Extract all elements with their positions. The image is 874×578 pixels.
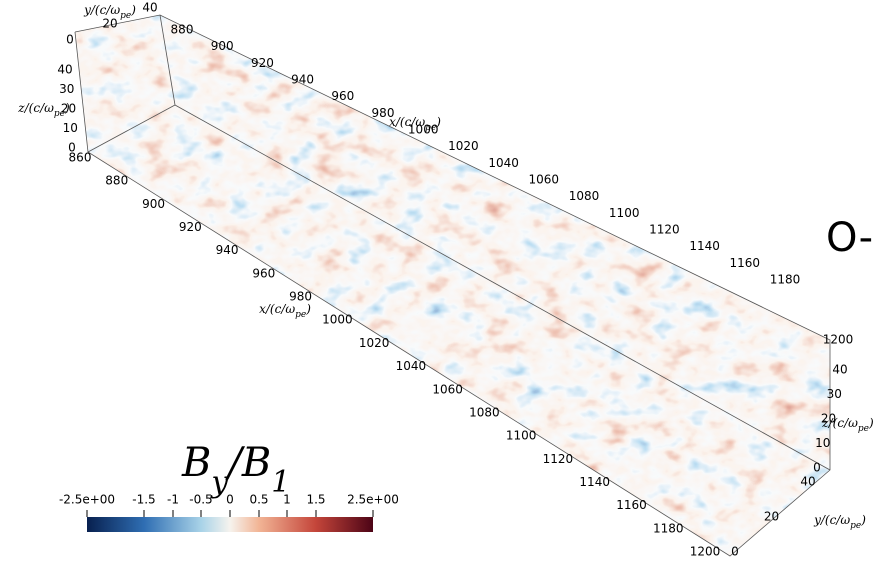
- axis-tick-label: 0: [66, 33, 74, 47]
- axis-tick-label: 20: [61, 102, 76, 116]
- colorbar-tick-label: -0.5: [189, 493, 212, 507]
- axis-tick-label: 900: [211, 39, 234, 53]
- axis-tick-label: 20: [764, 510, 779, 524]
- axis-tick-label: 0: [813, 461, 821, 475]
- colorbar-tick-label: 1: [283, 493, 291, 507]
- text-part: ): [130, 3, 136, 17]
- text-part: /B: [224, 440, 271, 486]
- axis-tick-label: 30: [827, 387, 842, 401]
- subscript: pe: [850, 521, 861, 531]
- colorbar-tick-label: 0: [226, 493, 234, 507]
- axis-tick-label: 900: [142, 197, 165, 211]
- axis-tick-label: 1060: [432, 382, 463, 396]
- text-part: ): [868, 416, 874, 430]
- axis-tick-label: 1000: [408, 123, 439, 137]
- text-part: x/(c/ω: [259, 302, 295, 316]
- axis-tick-label: 880: [105, 174, 128, 188]
- subscript: pe: [858, 424, 869, 434]
- axis-tick-label: 1180: [653, 521, 684, 535]
- axis-tick-label: 920: [179, 220, 202, 234]
- axis-tick-label: 1020: [359, 336, 390, 350]
- axis-tick-label: 860: [69, 151, 92, 165]
- axis-tick-label: 40: [832, 363, 847, 377]
- x-tick-label: 1200: [823, 333, 854, 347]
- axis-title: y/(c/ωpe): [83, 3, 136, 21]
- axis-tick-label: 980: [289, 290, 312, 304]
- colorbar-tick-label: -2.5e+00: [59, 493, 115, 507]
- axis-tick-label: 1080: [469, 405, 500, 419]
- axis-tick-label: 1160: [730, 256, 761, 270]
- axis-tick-label: 880: [171, 23, 194, 37]
- axis-tick-label: 1160: [616, 498, 647, 512]
- axis-title: x/(c/ωpe): [259, 302, 311, 320]
- axis-tick-label: 940: [291, 73, 314, 87]
- axis-tick-label: 20: [102, 17, 117, 31]
- axis-title: z/(c/ωpe): [821, 416, 874, 434]
- text-part: ): [435, 115, 441, 129]
- axis-tick-label: 1120: [543, 452, 574, 466]
- subscript: pe: [120, 11, 131, 21]
- text-part: ): [860, 513, 866, 527]
- axis-tick-label: 1000: [322, 313, 353, 327]
- axis-tick-label: 1140: [689, 239, 720, 253]
- axis-tick-label: 40: [57, 63, 72, 77]
- axis-tick-label: 1060: [529, 173, 560, 187]
- axis-tick-label: 1100: [609, 206, 640, 220]
- colorbar-tick-label: 1.5: [306, 493, 325, 507]
- axis-tick-label: 30: [59, 82, 74, 96]
- subscript: pe: [295, 310, 306, 320]
- cut-off-label: O-: [826, 215, 873, 261]
- axis-tick-label: 40: [142, 1, 157, 15]
- axis-tick-label: 10: [63, 121, 78, 135]
- axis-title: z/(c/ωpe): [17, 101, 70, 119]
- colorbar-title: By/B1: [181, 440, 290, 500]
- text-part: ): [305, 302, 311, 316]
- axis-title: x/(c/ωpe): [389, 115, 441, 133]
- axis-tick-label: 20: [821, 412, 836, 426]
- axis-tick-label: 980: [372, 106, 395, 120]
- subscript: pe: [54, 109, 65, 119]
- colorbar-tick-label: 2.5e+00: [347, 493, 399, 507]
- axis-tick-label: 1040: [488, 156, 519, 170]
- text-part: z/(c/ω: [17, 101, 54, 115]
- colorbar-tick-label: -1.5: [132, 493, 155, 507]
- axis-tick-label: 40: [800, 475, 815, 489]
- colorbar-tick-label: -1: [167, 493, 179, 507]
- text-part: z/(c/ω: [821, 416, 858, 430]
- axis-tick-label: 940: [216, 243, 239, 257]
- text-part: y/(c/ω: [83, 3, 120, 17]
- axis-tick-label: 0: [731, 545, 739, 559]
- axis-tick-label: 960: [331, 89, 354, 103]
- axis-tick-label: 0: [68, 141, 76, 155]
- axis-tick-label: 1020: [448, 139, 479, 153]
- text-part: ): [64, 101, 70, 115]
- colorbar: [87, 517, 373, 532]
- axis-tick-label: 920: [251, 56, 274, 70]
- axis-tick-label: 10: [815, 436, 830, 450]
- axis-tick-label: 1140: [579, 475, 610, 489]
- axis-tick-label: 1180: [770, 273, 801, 287]
- axis-tick-label: 1200: [690, 545, 721, 559]
- text-part: y/(c/ω: [813, 513, 850, 527]
- text-part: x/(c/ω: [389, 115, 425, 129]
- axis-tick-label: 1040: [396, 359, 427, 373]
- text-part: B: [181, 440, 211, 486]
- axis-title: y/(c/ωpe): [813, 513, 866, 531]
- subscript: 1: [271, 465, 290, 500]
- colorbar-tick-label: 0.5: [249, 493, 268, 507]
- subscript: pe: [425, 123, 436, 133]
- axis-tick-label: 1120: [649, 223, 680, 237]
- subscript: y: [209, 465, 229, 500]
- axis-tick-label: 960: [252, 266, 275, 280]
- axis-tick-label: 1100: [506, 429, 537, 443]
- axis-tick-label: 1080: [569, 189, 600, 203]
- bounding-box: [74, 14, 831, 557]
